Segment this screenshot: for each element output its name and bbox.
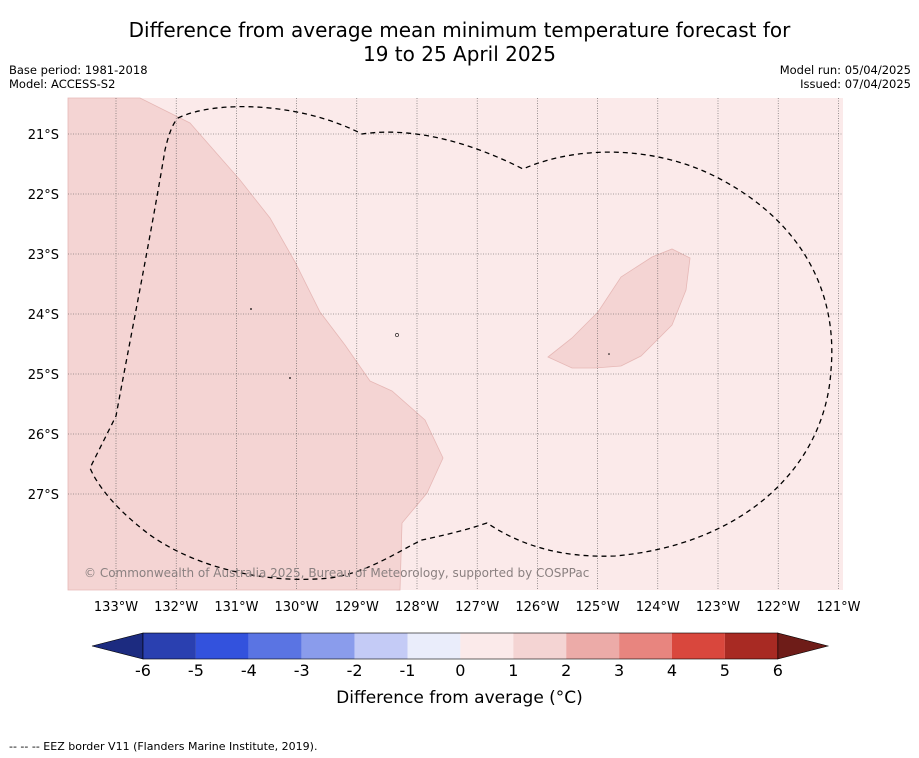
model-name: Model: ACCESS-S2 (9, 77, 116, 91)
title-line-2: 19 to 25 April 2025 (362, 42, 557, 66)
longitude-label: 133°W (94, 600, 138, 615)
colorbar-segment (672, 633, 725, 659)
map-title: Difference from average mean minimum tem… (0, 18, 919, 66)
colorbar-segment (195, 633, 249, 659)
longitude-label: 122°W (756, 600, 800, 615)
colorbar-tick-label: -3 (294, 661, 310, 680)
island-marker (395, 333, 399, 337)
colorbar-outline (142, 632, 779, 660)
anomaly-region-west (67, 97, 444, 591)
meta-left: Base period: 1981-2018 Model: ACCESS-S2 (9, 63, 148, 91)
island-marker (608, 353, 610, 355)
colorbar-tick-label: 1 (508, 661, 518, 680)
latitude-label: 21°S (28, 128, 59, 143)
colorbar-tick-label: -2 (347, 661, 363, 680)
colorbar (91, 632, 830, 660)
colorbar-tick-label: 2 (561, 661, 571, 680)
colorbar-tick-label: -5 (188, 661, 204, 680)
latitude-labels: 21°S 22°S 23°S 24°S 25°S 26°S 27°S (28, 128, 59, 503)
latitude-label: 26°S (28, 428, 59, 443)
latitude-label: 24°S (28, 308, 59, 323)
longitude-label: 127°W (455, 600, 499, 615)
colorbar-segment (513, 633, 567, 659)
copyright-text: © Commonwealth of Australia 2025, Bureau… (84, 566, 589, 580)
longitude-gridlines (115, 98, 839, 590)
model-run: Model run: 05/04/2025 (779, 63, 911, 77)
colorbar-ticks: -6 -5 -4 -3 -2 -1 0 1 2 3 4 5 6 (135, 661, 783, 680)
colorbar-segment (354, 633, 408, 659)
colorbar-tick-label: 4 (667, 661, 677, 680)
longitude-label: 123°W (696, 600, 740, 615)
title-line-1: Difference from average mean minimum tem… (128, 18, 791, 42)
latitude-gridlines (68, 133, 843, 495)
colorbar-segment (619, 633, 672, 659)
longitude-label: 130°W (275, 600, 319, 615)
colorbar-tick-label: -1 (400, 661, 416, 680)
colorbar-tick-label: -6 (135, 661, 151, 680)
latitude-label: 22°S (28, 188, 59, 203)
longitude-label: 125°W (576, 600, 620, 615)
longitude-label: 129°W (335, 600, 379, 615)
colorbar-tick-label: 3 (614, 661, 624, 680)
island-marker (289, 377, 291, 379)
anomaly-region-east (547, 248, 691, 369)
longitude-labels: 133°W 132°W 131°W 130°W 129°W 128°W 127°W 126°W… (94, 600, 861, 615)
colorbar-tick-label: 0 (455, 661, 465, 680)
colorbar-segment (407, 633, 461, 659)
eez-legend-note: -- -- -- EEZ border V11 (Flanders Marine… (9, 740, 318, 753)
colorbar-segment (724, 633, 778, 659)
colorbar-segment (248, 633, 302, 659)
colorbar-segment (301, 633, 355, 659)
colorbar-segment (460, 633, 514, 659)
colorbar-tick-label: 6 (773, 661, 783, 680)
colorbar-segment (566, 633, 620, 659)
issued-date: Issued: 07/04/2025 (800, 77, 911, 91)
longitude-label: 124°W (636, 600, 680, 615)
base-period: Base period: 1981-2018 (9, 63, 148, 77)
colorbar-tick-label: 5 (720, 661, 730, 680)
longitude-label: 121°W (816, 600, 860, 615)
longitude-label: 126°W (515, 600, 559, 615)
colorbar-extend-low (91, 632, 144, 660)
island-marker (250, 308, 252, 310)
meta-right: Model run: 05/04/2025 Issued: 07/04/2025 (780, 63, 911, 91)
latitude-label: 25°S (28, 368, 59, 383)
colorbar-label: Difference from average (°C) (336, 688, 583, 708)
longitude-label: 128°W (395, 600, 439, 615)
longitude-label: 132°W (154, 600, 198, 615)
colorbar-extend-high (777, 632, 830, 660)
colorbar-segment (143, 633, 196, 659)
eez-border (89, 106, 833, 580)
latitude-label: 23°S (28, 248, 59, 263)
colorbar-tick-label: -4 (241, 661, 257, 680)
longitude-label: 131°W (214, 600, 258, 615)
latitude-label: 27°S (28, 488, 59, 503)
